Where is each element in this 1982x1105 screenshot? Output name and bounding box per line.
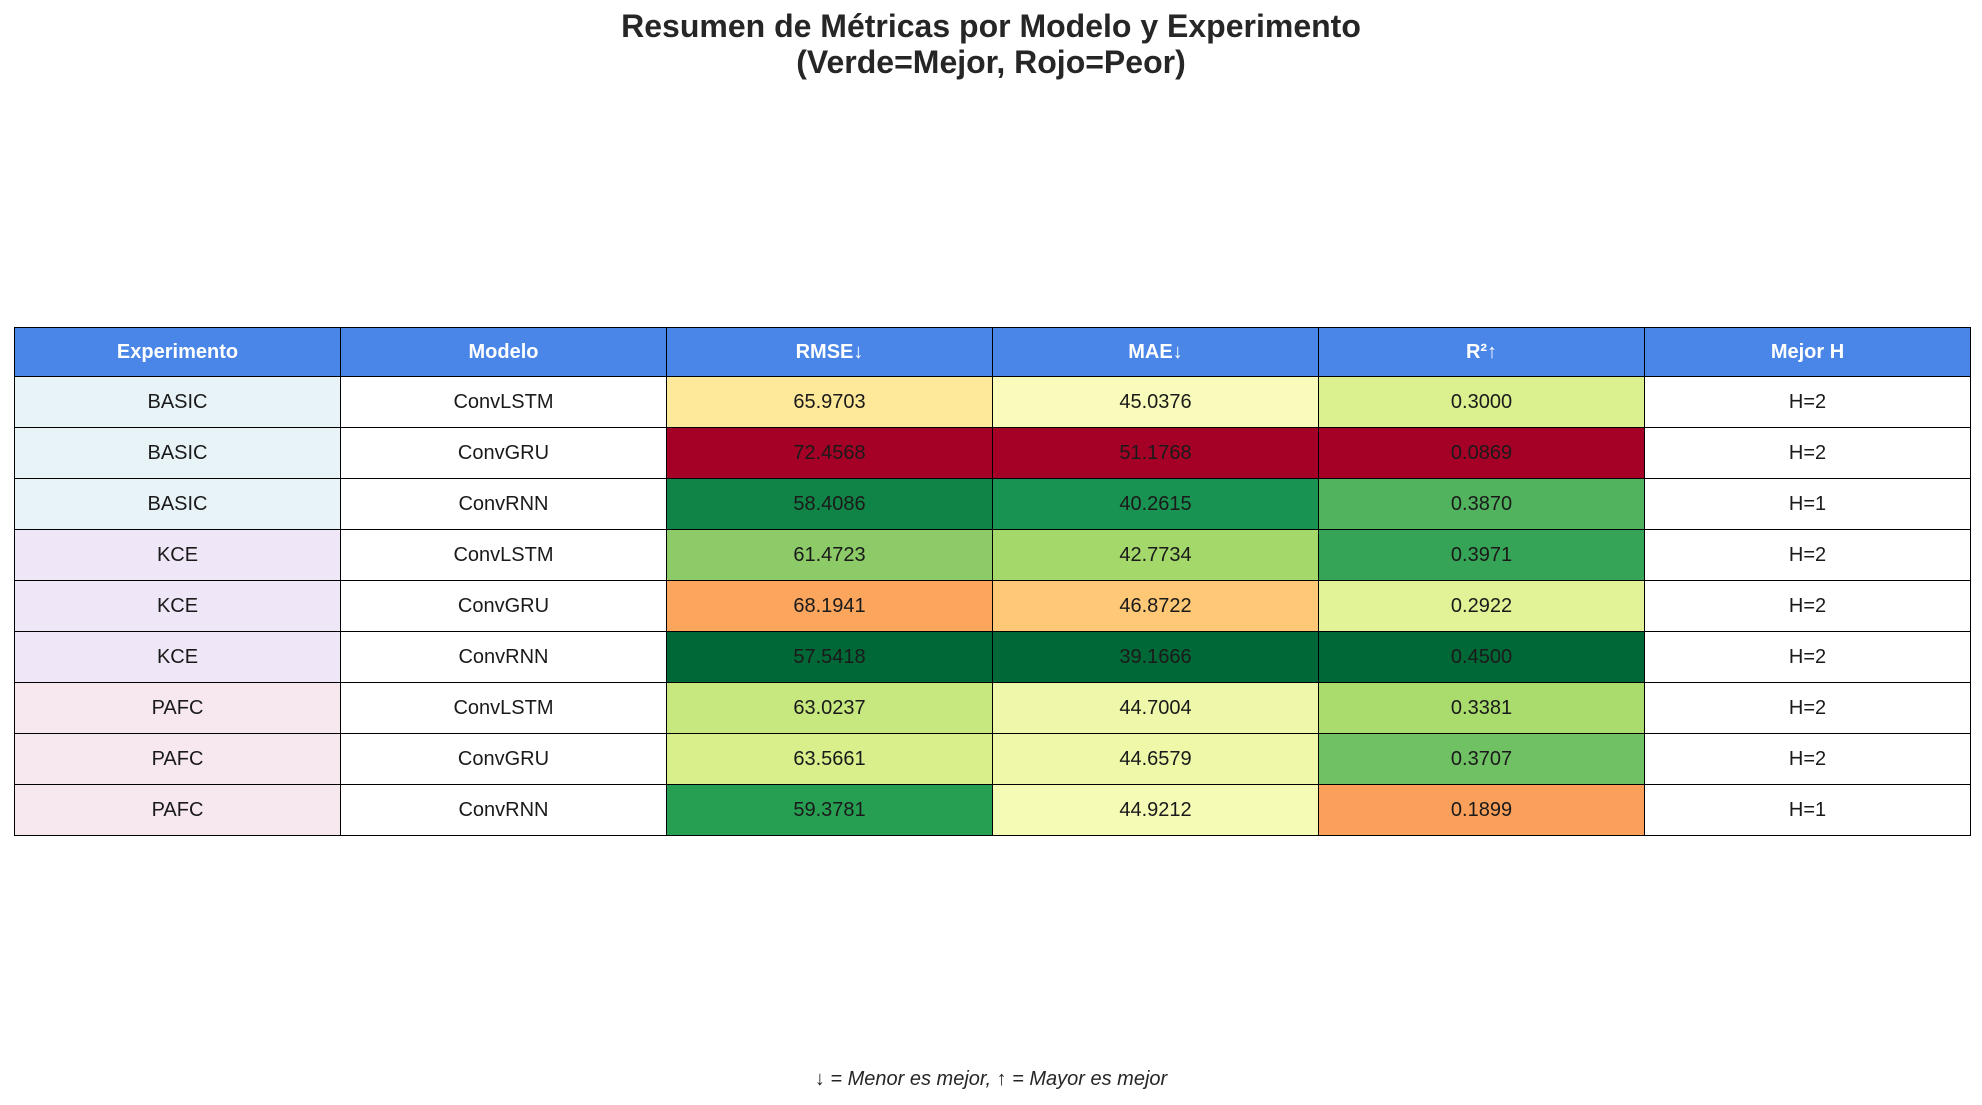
- cell-modelo: ConvGRU: [340, 427, 667, 479]
- cell-mae: 44.6579: [992, 733, 1319, 785]
- cell-modelo: ConvLSTM: [340, 529, 667, 581]
- cell-rmse: 63.0237: [666, 682, 993, 734]
- cell-modelo: ConvGRU: [340, 733, 667, 785]
- header-mejor-h: Mejor H: [1644, 327, 1971, 377]
- cell-rmse: 58.4086: [666, 478, 993, 530]
- cell-mejor-h: H=2: [1644, 580, 1971, 632]
- cell-rmse: 72.4568: [666, 427, 993, 479]
- cell-experimento: PAFC: [14, 682, 341, 734]
- cell-mae: 44.7004: [992, 682, 1319, 734]
- cell-mae: 39.1666: [992, 631, 1319, 683]
- header-experimento: Experimento: [14, 327, 341, 377]
- cell-mejor-h: H=2: [1644, 376, 1971, 428]
- table-row: BASIC ConvLSTM 65.9703 45.0376 0.3000 H=2: [14, 376, 1971, 428]
- cell-mae: 46.8722: [992, 580, 1319, 632]
- cell-r2: 0.3870: [1318, 478, 1645, 530]
- cell-rmse: 59.3781: [666, 784, 993, 836]
- cell-r2: 0.3971: [1318, 529, 1645, 581]
- cell-rmse: 68.1941: [666, 580, 993, 632]
- cell-mae: 51.1768: [992, 427, 1319, 479]
- cell-experimento: PAFC: [14, 733, 341, 785]
- table-row: KCE ConvGRU 68.1941 46.8722 0.2922 H=2: [14, 580, 1971, 632]
- cell-r2: 0.3707: [1318, 733, 1645, 785]
- title-line-1: Resumen de Métricas por Modelo y Experim…: [621, 8, 1361, 44]
- cell-r2: 0.0869: [1318, 427, 1645, 479]
- cell-mejor-h: H=2: [1644, 427, 1971, 479]
- cell-rmse: 63.5661: [666, 733, 993, 785]
- cell-r2: 0.4500: [1318, 631, 1645, 683]
- header-mae: MAE↓: [992, 327, 1319, 377]
- cell-mejor-h: H=2: [1644, 529, 1971, 581]
- cell-r2: 0.1899: [1318, 784, 1645, 836]
- cell-rmse: 65.9703: [666, 376, 993, 428]
- table-row: PAFC ConvGRU 63.5661 44.6579 0.3707 H=2: [14, 733, 1971, 785]
- header-row: Experimento Modelo RMSE↓ MAE↓ R²↑ Mejor …: [14, 327, 1971, 377]
- header-modelo: Modelo: [340, 327, 667, 377]
- footnote: ↓ = Menor es mejor, ↑ = Mayor es mejor: [814, 1068, 1168, 1090]
- cell-mejor-h: H=2: [1644, 733, 1971, 785]
- title-line-2: (Verde=Mejor, Rojo=Peor): [796, 44, 1186, 80]
- cell-mae: 45.0376: [992, 376, 1319, 428]
- cell-modelo: ConvGRU: [340, 580, 667, 632]
- cell-experimento: BASIC: [14, 376, 341, 428]
- cell-experimento: PAFC: [14, 784, 341, 836]
- cell-mejor-h: H=1: [1644, 784, 1971, 836]
- cell-modelo: ConvLSTM: [340, 682, 667, 734]
- table-row: KCE ConvRNN 57.5418 39.1666 0.4500 H=2: [14, 631, 1971, 683]
- cell-r2: 0.2922: [1318, 580, 1645, 632]
- cell-modelo: ConvRNN: [340, 478, 667, 530]
- cell-mejor-h: H=2: [1644, 631, 1971, 683]
- cell-modelo: ConvRNN: [340, 784, 667, 836]
- cell-experimento: KCE: [14, 631, 341, 683]
- table-row: BASIC ConvRNN 58.4086 40.2615 0.3870 H=1: [14, 478, 1971, 530]
- cell-experimento: BASIC: [14, 427, 341, 479]
- header-r2: R²↑: [1318, 327, 1645, 377]
- cell-experimento: KCE: [14, 529, 341, 581]
- cell-modelo: ConvLSTM: [340, 376, 667, 428]
- metrics-table: Experimento Modelo RMSE↓ MAE↓ R²↑ Mejor …: [14, 327, 1971, 836]
- cell-rmse: 57.5418: [666, 631, 993, 683]
- cell-rmse: 61.4723: [666, 529, 993, 581]
- table-row: PAFC ConvRNN 59.3781 44.9212 0.1899 H=1: [14, 784, 1971, 836]
- cell-r2: 0.3381: [1318, 682, 1645, 734]
- table-row: KCE ConvLSTM 61.4723 42.7734 0.3971 H=2: [14, 529, 1971, 581]
- cell-r2: 0.3000: [1318, 376, 1645, 428]
- table-body: BASIC ConvLSTM 65.9703 45.0376 0.3000 H=2 BASI…: [14, 376, 1971, 836]
- table-row: PAFC ConvLSTM 63.0237 44.7004 0.3381 H=2: [14, 682, 1971, 734]
- cell-mae: 42.7734: [992, 529, 1319, 581]
- chart-title: Resumen de Métricas por Modelo y Experim…: [0, 8, 1982, 80]
- cell-mae: 40.2615: [992, 478, 1319, 530]
- cell-modelo: ConvRNN: [340, 631, 667, 683]
- cell-experimento: BASIC: [14, 478, 341, 530]
- cell-mejor-h: H=2: [1644, 682, 1971, 734]
- header-rmse: RMSE↓: [666, 327, 993, 377]
- cell-mae: 44.9212: [992, 784, 1319, 836]
- table-row: BASIC ConvGRU 72.4568 51.1768 0.0869 H=2: [14, 427, 1971, 479]
- cell-mejor-h: H=1: [1644, 478, 1971, 530]
- cell-experimento: KCE: [14, 580, 341, 632]
